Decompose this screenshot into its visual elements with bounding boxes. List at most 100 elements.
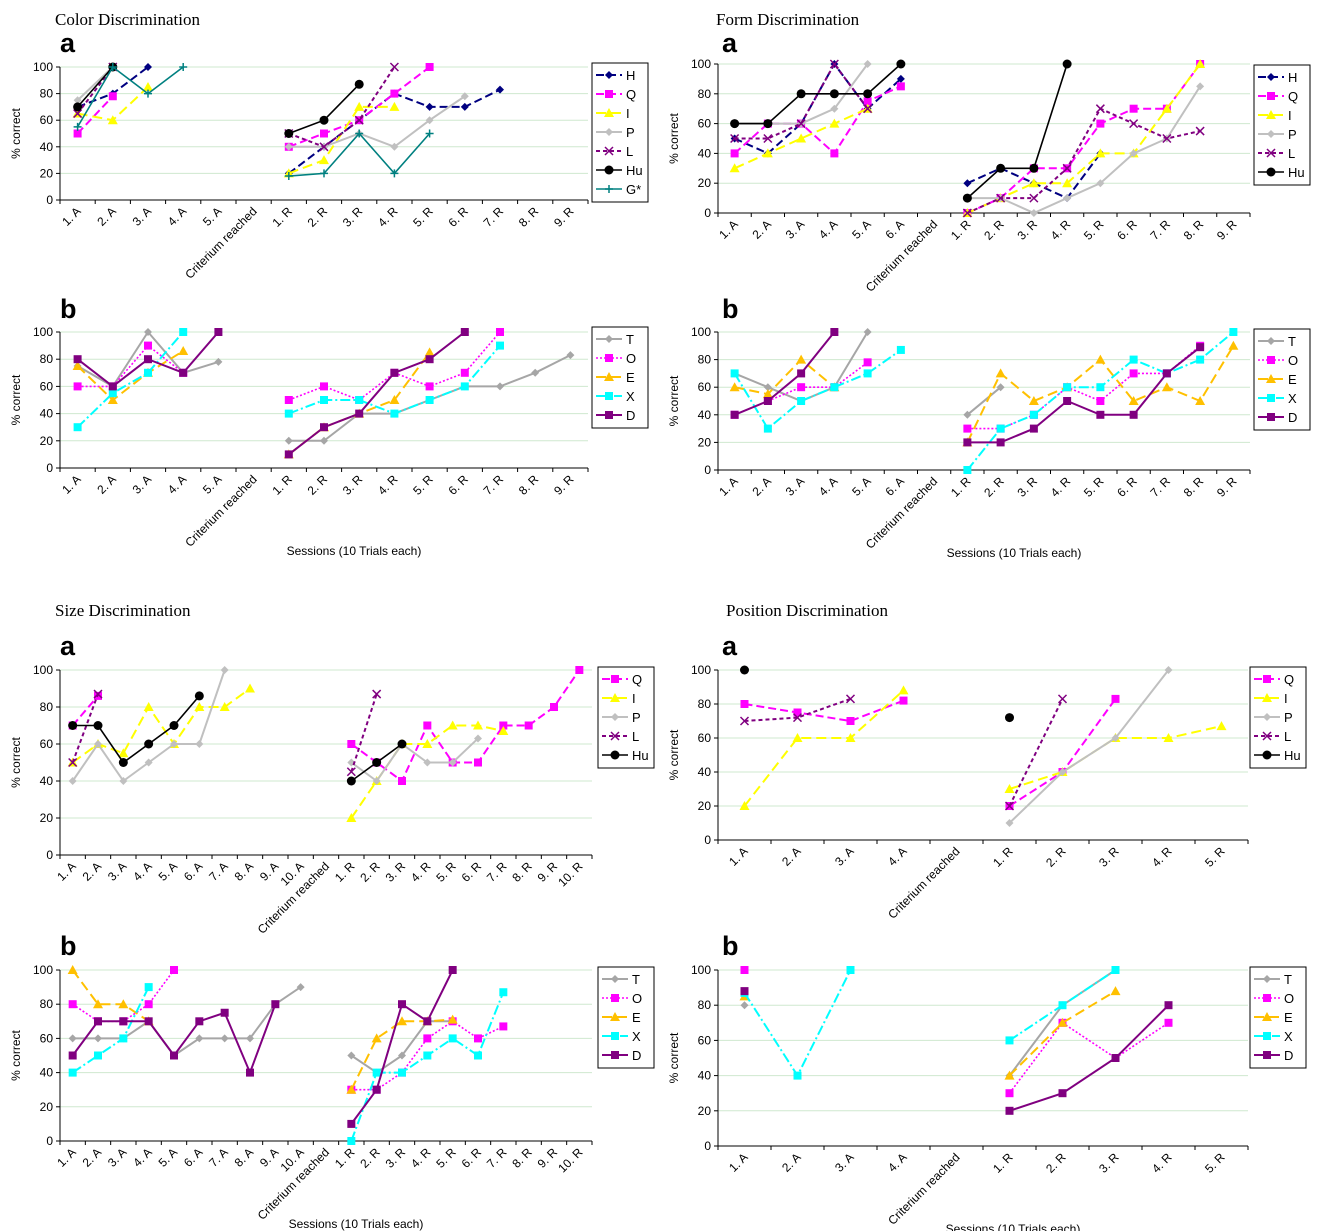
series-line [288, 83, 360, 135]
data-point [763, 397, 772, 405]
x-tick-label: 1. A [59, 472, 84, 497]
x-axis-label: Sessions (10 Trials each) [289, 1217, 424, 1231]
data-point [1164, 1018, 1173, 1027]
series-line [744, 697, 851, 722]
y-tick-label: 60 [40, 1031, 54, 1045]
x-tick-label: 5. R [1202, 1150, 1228, 1176]
x-tick-label: 1. R [269, 204, 295, 230]
series-line [1008, 669, 1170, 824]
x-tick-label: 8. A [232, 1145, 257, 1170]
data-point [1162, 369, 1171, 378]
data-point [1129, 410, 1138, 419]
data-point [372, 1085, 381, 1094]
panel-letter: a [60, 631, 76, 661]
data-point [72, 361, 83, 370]
y-tick-label: 100 [691, 57, 711, 71]
data-point [740, 987, 749, 996]
data-point [284, 450, 293, 459]
data-point [448, 758, 457, 767]
data-point [144, 1000, 153, 1009]
data-point [284, 142, 293, 151]
data-point [347, 740, 356, 748]
x-axis-label: Sessions (10 Trials each) [946, 1222, 1081, 1231]
legend-marker [611, 975, 619, 983]
x-tick-label: 1. A [59, 204, 84, 229]
y-tick-label: 20 [40, 434, 54, 448]
data-point [398, 1051, 406, 1060]
data-point [1111, 966, 1120, 974]
x-tick-label: 2. A [779, 844, 804, 869]
data-point [896, 345, 905, 354]
data-point [792, 733, 803, 742]
data-point [460, 92, 469, 101]
data-point [829, 118, 840, 128]
legend-entry: D [1288, 410, 1297, 425]
data-point [1095, 148, 1106, 158]
data-point [346, 1084, 357, 1094]
y-tick-label: 60 [698, 380, 712, 394]
data-point [1062, 163, 1072, 173]
legend-entry: E [1284, 1010, 1293, 1025]
x-tick-label: 5. R [433, 1145, 459, 1171]
x-tick-label: 7. R [484, 859, 510, 885]
data-point [73, 109, 83, 119]
y-tick-label: 40 [698, 765, 712, 779]
data-point [899, 696, 908, 705]
data-point [354, 101, 365, 111]
legend-marker [605, 185, 613, 193]
x-tick-label: 8. R [516, 204, 542, 230]
data-point [319, 115, 329, 125]
data-point [195, 1017, 204, 1026]
x-tick-label: 8. R [509, 1145, 535, 1171]
series-line [967, 85, 1201, 215]
series-line [1008, 698, 1064, 807]
data-point [763, 383, 772, 392]
x-tick-label: 4. A [130, 859, 155, 884]
data-point [320, 436, 328, 445]
panel-letter: a [722, 631, 738, 661]
legend-marker [604, 146, 614, 156]
data-point [284, 396, 293, 404]
x-tick-label: 3. R [383, 859, 409, 885]
x-tick-label: 2. R [1043, 844, 1069, 870]
data-point [94, 1017, 102, 1026]
x-tick-label: 7. A [206, 1145, 231, 1170]
series-line [72, 969, 175, 1023]
legend-entry: L [1288, 146, 1295, 161]
x-tick-label: 9. R [1214, 217, 1240, 243]
data-point [347, 1051, 356, 1060]
legend-entry: E [1288, 372, 1297, 387]
legend-marker [605, 411, 613, 419]
data-point [499, 988, 508, 997]
legend-marker [1263, 1051, 1271, 1059]
data-point [1163, 733, 1174, 742]
series-line [72, 687, 251, 764]
data-point [1128, 396, 1139, 405]
data-point [830, 104, 839, 113]
data-point [1029, 209, 1038, 217]
y-tick-label: 20 [698, 176, 712, 190]
data-point [319, 155, 329, 165]
legend-marker [1262, 731, 1272, 741]
data-point [863, 328, 872, 336]
series-Hu [740, 665, 1014, 723]
data-point [1129, 104, 1138, 113]
data-point [763, 119, 773, 129]
x-tick-label: 1. R [990, 844, 1016, 870]
x-tick-label: 7. R [481, 204, 507, 230]
section-title-color: Color Discrimination [55, 10, 200, 29]
series-line [966, 386, 1002, 416]
data-point [730, 369, 739, 378]
legend-marker [1267, 130, 1275, 138]
x-tick-label: 3. R [1096, 844, 1122, 870]
legend-marker [1263, 975, 1271, 983]
data-point [962, 208, 972, 218]
legend-entry: O [1284, 991, 1294, 1006]
data-point [1229, 328, 1238, 336]
x-tick-label: 3. A [832, 844, 857, 869]
data-point [108, 382, 117, 391]
legend-entry: T [1288, 334, 1296, 349]
data-point [448, 966, 457, 974]
